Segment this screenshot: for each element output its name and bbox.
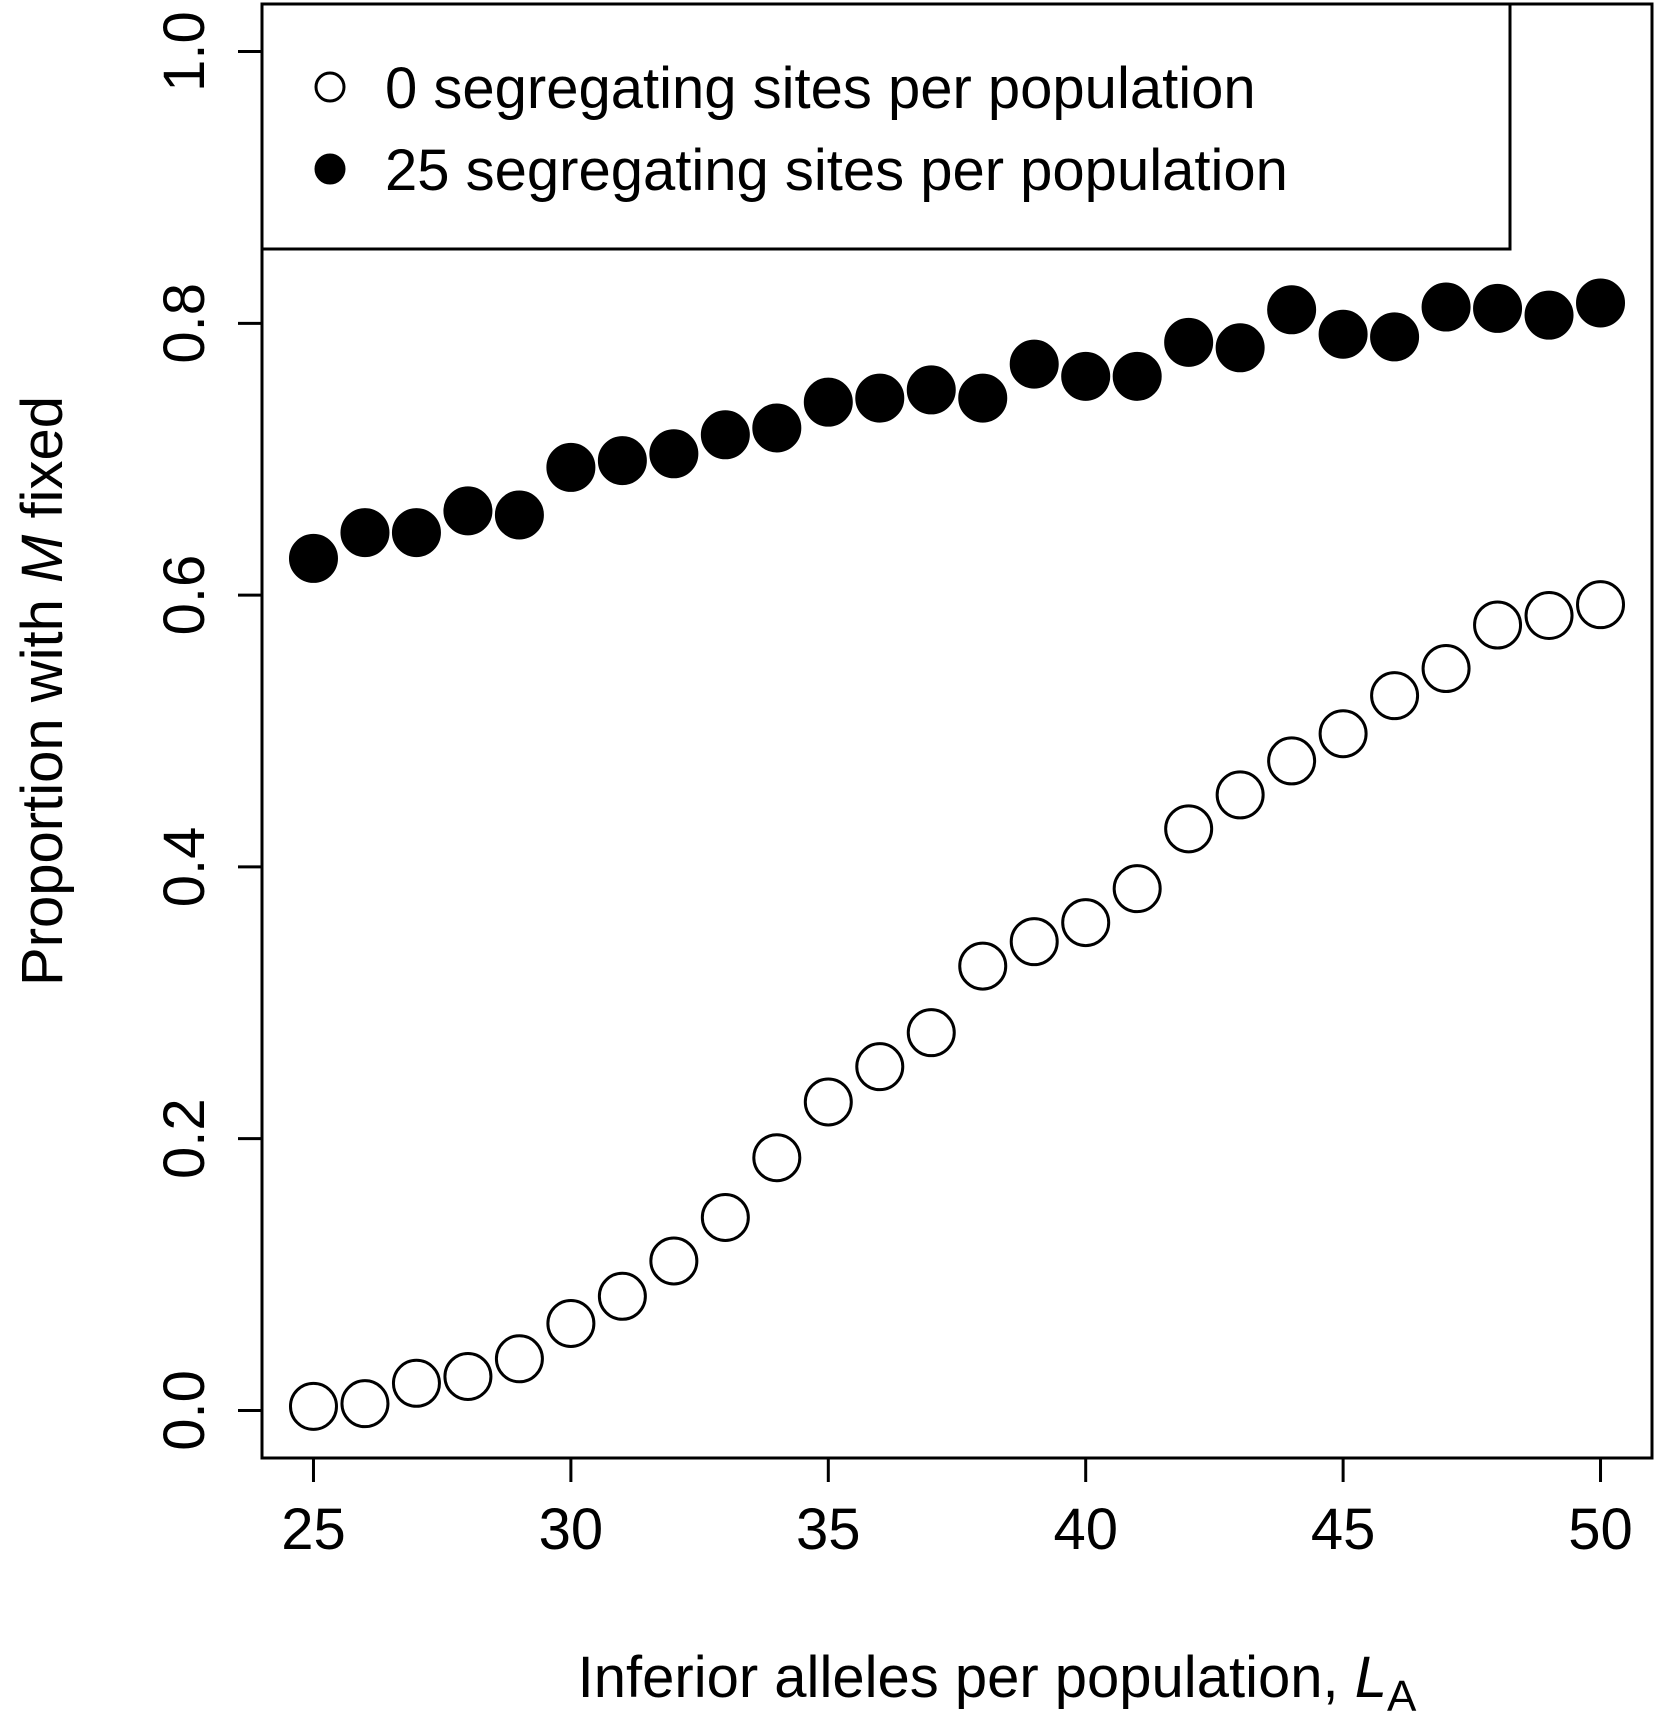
data-point-filled: [546, 442, 596, 492]
x-axis-title-symbol: L: [1355, 1645, 1387, 1710]
data-point-filled: [1421, 282, 1471, 332]
data-point-open: [1473, 600, 1523, 650]
data-point-open: [1576, 580, 1626, 630]
data-point-filled: [700, 410, 750, 460]
data-point-open: [1267, 736, 1317, 786]
data-point-filled: [1112, 351, 1162, 401]
data-point-open: [1524, 590, 1574, 640]
x-axis-title-text: Inferior alleles per population,: [578, 1645, 1355, 1710]
data-point-filled: [906, 365, 956, 415]
y-axis-title-suffix: fixed: [10, 396, 75, 535]
y-tick-label: 0.4: [152, 827, 217, 908]
data-point-open: [340, 1379, 390, 1429]
data-point-open: [494, 1334, 544, 1384]
data-point-filled: [1524, 290, 1574, 340]
x-axis-title: Inferior alleles per population, LA: [578, 1645, 1417, 1721]
data-point-open: [958, 941, 1008, 991]
data-point-open: [1421, 643, 1471, 693]
x-tick-label: 30: [539, 1497, 604, 1562]
data-point-filled: [752, 403, 802, 453]
data-point-filled: [1318, 309, 1368, 359]
data-point-filled: [1215, 323, 1265, 373]
data-point-filled: [494, 490, 544, 540]
legend-label-series-1: 25 segregating sites per population: [385, 138, 1288, 203]
data-point-open: [1215, 770, 1265, 820]
data-point-open: [906, 1008, 956, 1058]
data-point-open: [443, 1351, 493, 1401]
y-axis-title-prefix: Proportion with: [10, 583, 75, 986]
data-point-open: [1009, 917, 1059, 967]
data-point-filled: [1473, 283, 1523, 333]
y-axis-title: Proportion with M fixed: [10, 396, 75, 986]
data-point-open: [1061, 898, 1111, 948]
legend-marker-open-circle: [314, 71, 346, 103]
data-point-filled: [803, 377, 853, 427]
data-point-open: [1112, 864, 1162, 914]
data-point-filled: [855, 373, 905, 423]
data-point-open: [752, 1133, 802, 1183]
data-point-filled: [1370, 312, 1420, 362]
y-axis-title-symbol: M: [10, 534, 75, 583]
data-point-open: [649, 1236, 699, 1286]
y-tick-label: 0.6: [152, 555, 217, 636]
data-point-filled: [1164, 317, 1214, 367]
y-tick-label: 0.2: [152, 1098, 217, 1179]
data-point-open: [546, 1298, 596, 1348]
data-point-filled: [1009, 339, 1059, 389]
x-tick-label: 35: [796, 1497, 861, 1562]
x-axis: 25 30 35 40 45 50: [281, 1458, 1633, 1562]
data-point-filled: [1061, 351, 1111, 401]
y-tick-label: 0.0: [152, 1370, 217, 1451]
data-point-filled: [649, 429, 699, 479]
legend: 0 segregating sites per population 25 se…: [260, 2, 1512, 251]
data-point-filled: [288, 533, 338, 583]
x-tick-label: 40: [1053, 1497, 1118, 1562]
data-point-open: [700, 1192, 750, 1242]
data-point-open: [391, 1358, 441, 1408]
data-point-filled: [391, 508, 441, 558]
legend-marker-filled-circle: [314, 153, 346, 185]
data-point-filled: [1576, 278, 1626, 328]
data-point-filled: [1267, 285, 1317, 335]
x-axis-title-subscript: A: [1387, 1672, 1417, 1721]
y-tick-label: 1.0: [152, 11, 217, 92]
data-point-open: [288, 1381, 338, 1431]
data-point-filled: [340, 508, 390, 558]
data-point-open: [1164, 804, 1214, 854]
data-point-open: [1370, 671, 1420, 721]
data-points: [288, 278, 1626, 1431]
legend-box: [260, 2, 1512, 251]
x-tick-label: 25: [281, 1497, 346, 1562]
data-point-open: [803, 1077, 853, 1127]
x-tick-label: 45: [1311, 1497, 1376, 1562]
data-point-open: [855, 1042, 905, 1092]
data-point-filled: [597, 436, 647, 486]
x-tick-label: 50: [1568, 1497, 1633, 1562]
data-point-filled: [958, 373, 1008, 423]
y-axis: 0.0 0.2 0.4 0.6 0.8 1.0: [152, 11, 262, 1451]
data-point-open: [1318, 709, 1368, 759]
y-tick-label: 0.8: [152, 283, 217, 364]
legend-label-series-0: 0 segregating sites per population: [385, 56, 1256, 121]
data-point-filled: [443, 486, 493, 536]
data-point-open: [597, 1271, 647, 1321]
